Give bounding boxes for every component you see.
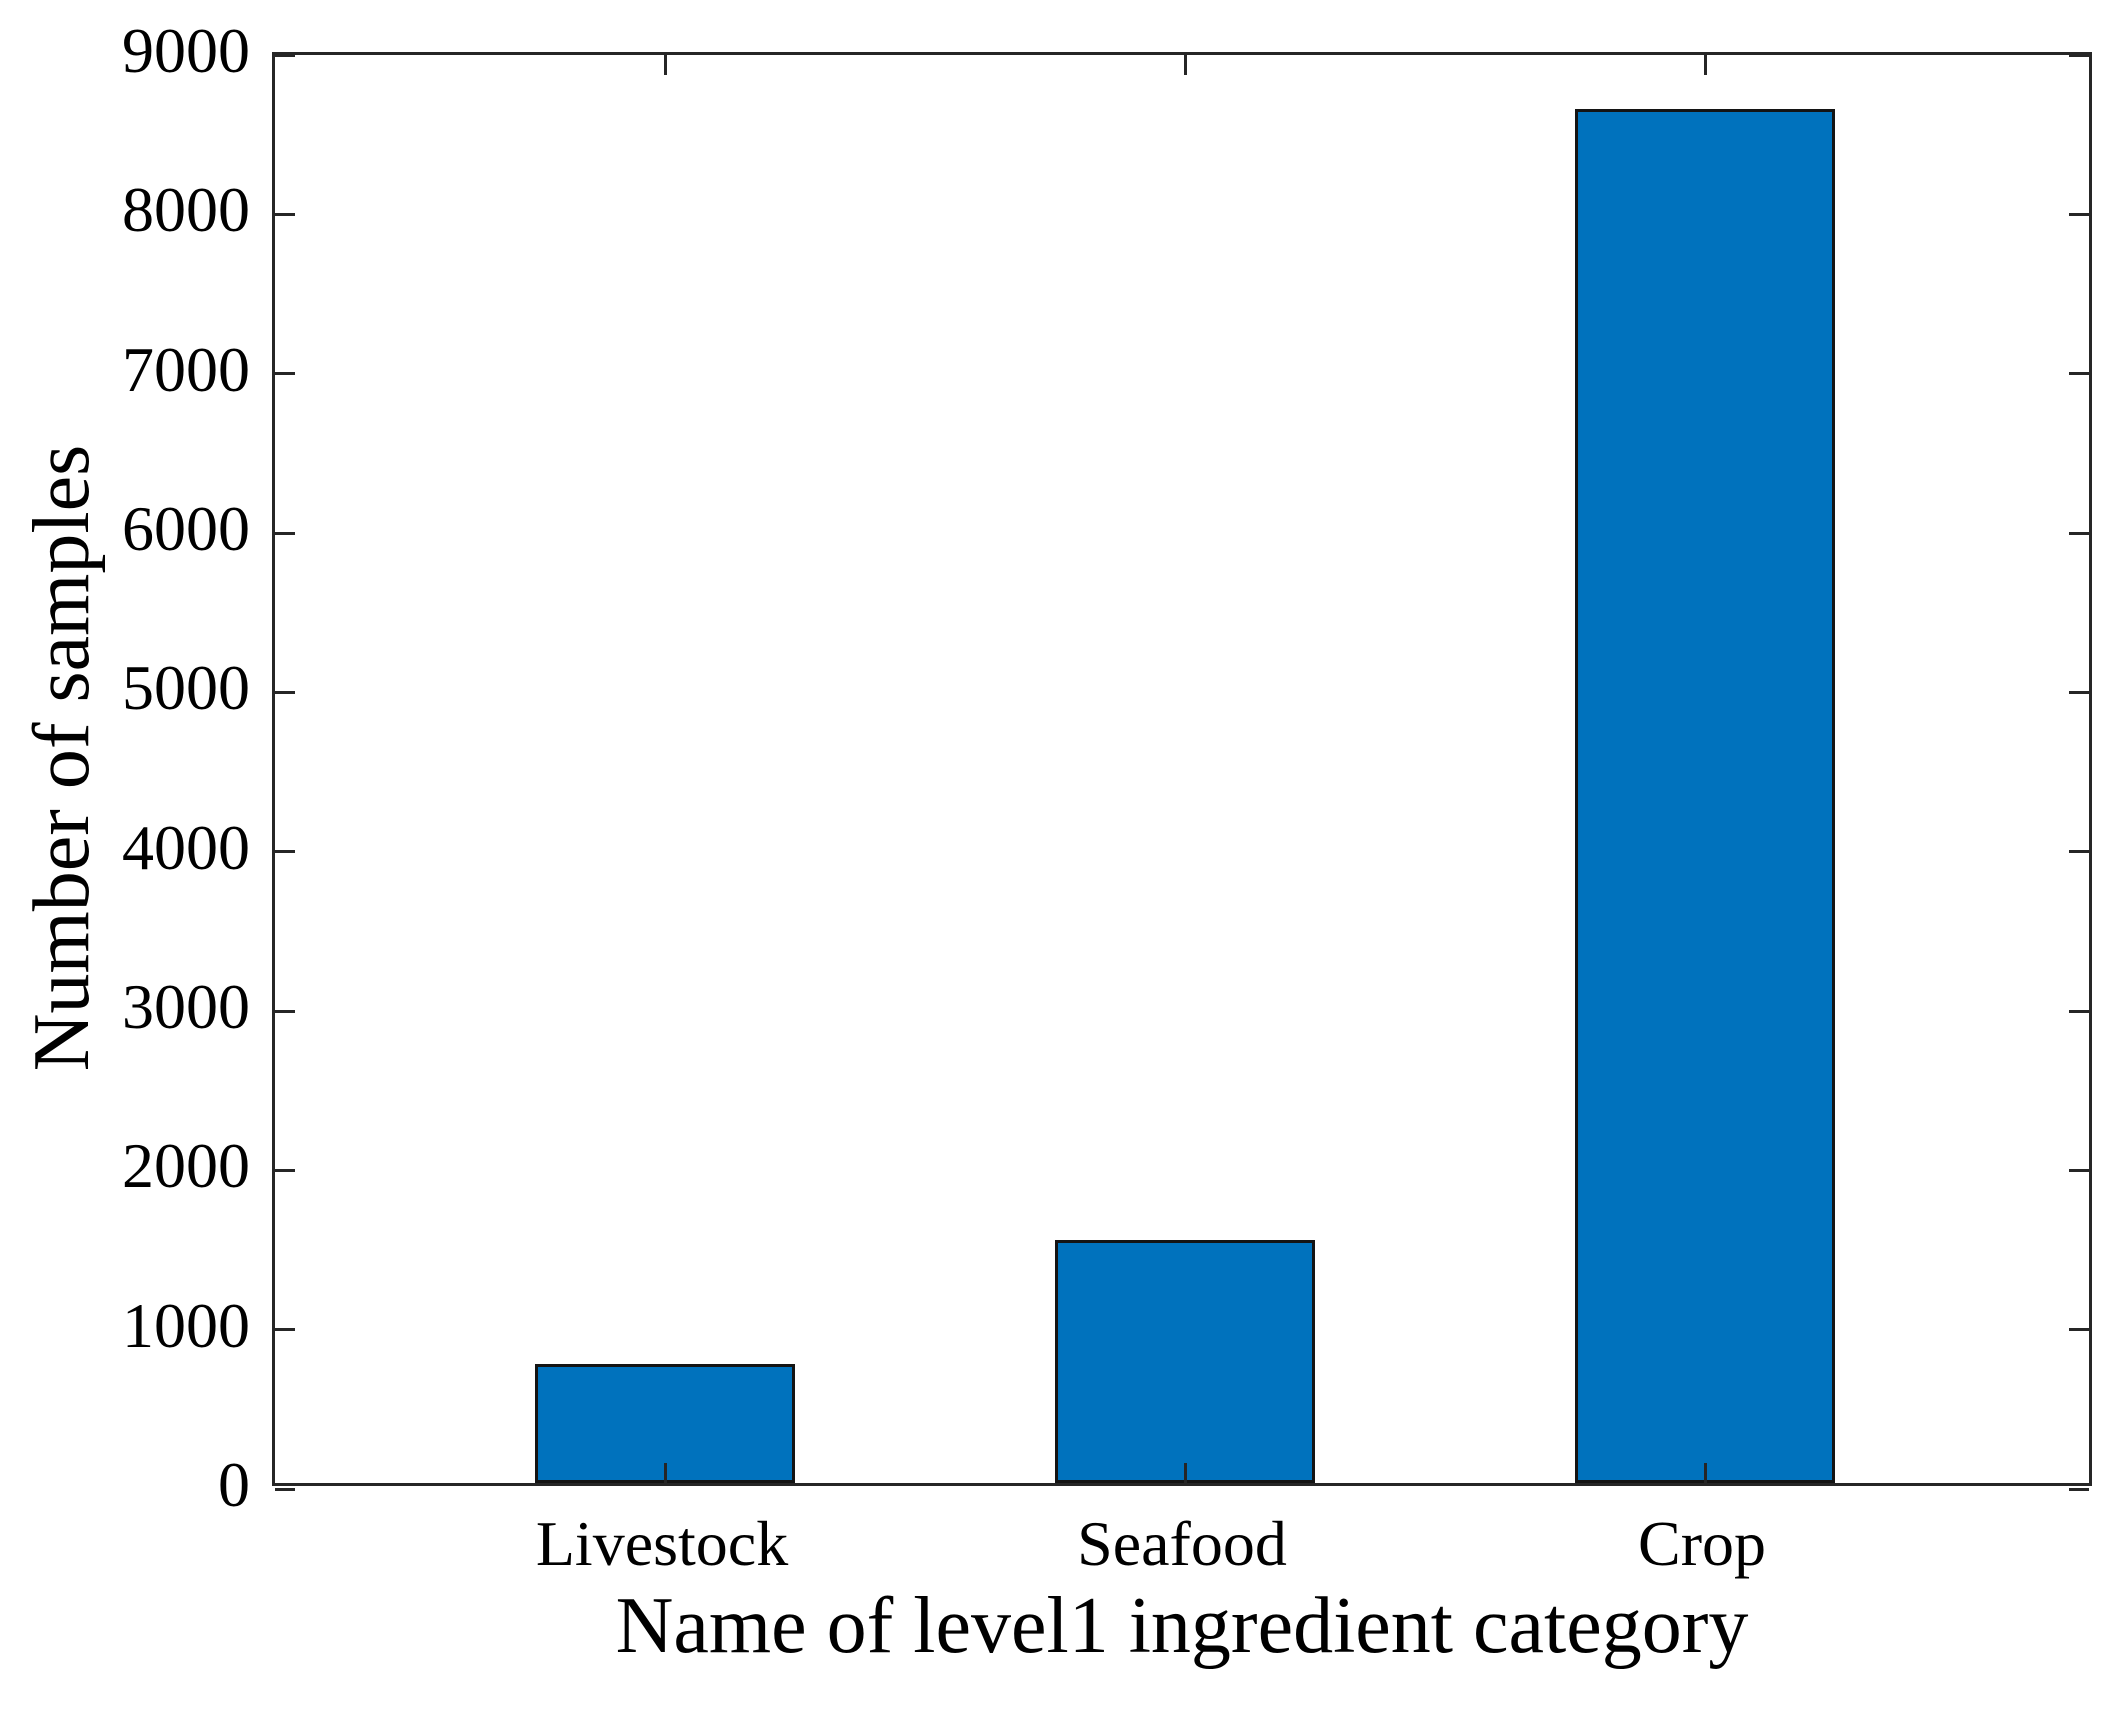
y-tick-right	[2069, 1168, 2089, 1172]
y-tick-left	[275, 212, 295, 216]
y-tick-left	[275, 850, 295, 854]
x-tick-bottom	[1183, 1463, 1187, 1483]
y-tick-label: 1000	[122, 1289, 250, 1361]
x-tick-label: Livestock	[535, 1508, 789, 1579]
y-tick-right	[2069, 53, 2089, 57]
y-tick-label: 4000	[122, 811, 250, 883]
x-tick-bottom	[663, 1463, 667, 1483]
bar-seafood	[1055, 1240, 1315, 1483]
y-tick-right	[2069, 372, 2089, 376]
y-tick-right	[2069, 690, 2089, 694]
y-tick-label: 6000	[122, 493, 250, 564]
y-tick-label: 9000	[122, 15, 250, 86]
y-tick-label: 8000	[122, 174, 250, 246]
x-tick-top	[1703, 55, 1707, 75]
bar-crop	[1575, 108, 1835, 1483]
plot-area	[272, 52, 2092, 1491]
y-tick-label: 5000	[122, 652, 250, 724]
y-tick-right	[2069, 1009, 2089, 1013]
y-tick-right	[2069, 1487, 2089, 1491]
y-tick-left	[275, 1009, 295, 1013]
y-tick-label: 7000	[122, 333, 250, 405]
y-tick-right	[2069, 1328, 2089, 1332]
y-tick-left	[275, 372, 295, 376]
y-tick-left	[275, 690, 295, 694]
y-tick-right	[2069, 531, 2089, 535]
x-tick-bottom	[1703, 1463, 1707, 1483]
y-tick-right	[2069, 212, 2089, 216]
y-tick-label: 3000	[122, 971, 250, 1042]
y-tick-left	[275, 53, 295, 57]
y-tick-right	[2069, 850, 2089, 854]
y-tick-left	[275, 1487, 295, 1491]
y-tick-left	[275, 1328, 295, 1332]
y-tick-label: 0	[218, 1449, 250, 1520]
x-tick-top	[1183, 55, 1187, 75]
x-tick-label: Crop	[1638, 1508, 1766, 1579]
y-tick-label: 2000	[122, 1130, 250, 1202]
y-tick-left	[275, 1168, 295, 1172]
y-tick-left	[275, 531, 295, 535]
x-axis-title: Name of level1 ingredient category	[615, 1582, 1749, 1670]
x-tick-label: Seafood	[1077, 1508, 1287, 1579]
x-tick-top	[663, 55, 667, 75]
